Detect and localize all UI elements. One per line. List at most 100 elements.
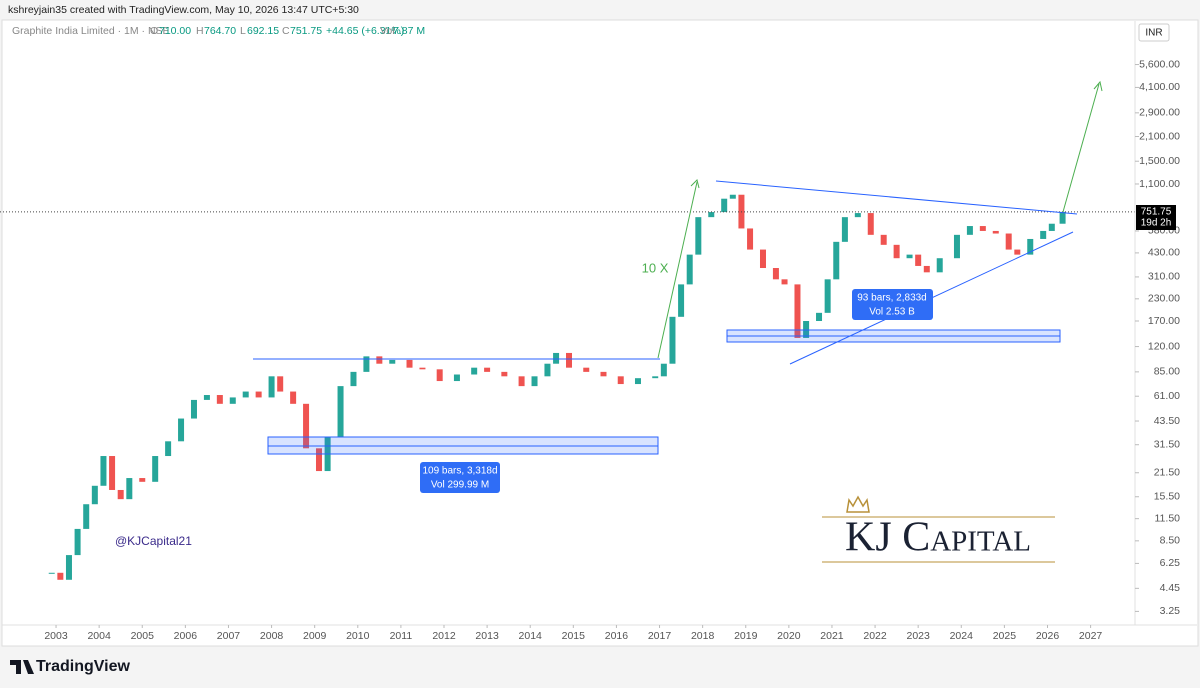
y-tick-label: 61.00	[1154, 390, 1180, 402]
range-label: Vol 299.99 M	[431, 480, 489, 491]
candle	[747, 228, 754, 250]
legend-value: 751.75	[290, 25, 322, 37]
x-tick-label: 2009	[303, 630, 327, 642]
y-tick-label: 5,600.00	[1139, 58, 1180, 70]
legend-value: 7.87 M	[393, 25, 425, 37]
x-tick-label: 2005	[131, 630, 155, 642]
y-tick-label: 31.50	[1154, 438, 1180, 450]
header-credit: kshreyjain35 created with TradingView.co…	[8, 4, 359, 16]
candle	[893, 244, 900, 259]
candle	[816, 312, 823, 322]
candle	[190, 399, 197, 419]
x-tick-label: 2008	[260, 630, 284, 642]
candle	[617, 376, 624, 385]
range-label: 93 bars, 2,833d	[857, 293, 927, 304]
trend-line	[715, 180, 1078, 215]
y-tick-label: 4,100.00	[1139, 81, 1180, 93]
candle	[126, 478, 133, 500]
candle	[634, 378, 641, 385]
candle	[1040, 230, 1047, 239]
y-tick-label: 430.00	[1148, 247, 1180, 259]
axes: 3.25 4.45 6.25 8.50 11.50 15.50 21.50 31.50 43.5…	[44, 58, 1180, 641]
handle: @KJCapital21	[115, 534, 192, 548]
candle	[109, 456, 116, 490]
candle	[915, 254, 922, 266]
candle	[203, 395, 210, 400]
x-tick-label: 2012	[432, 630, 456, 642]
currency-box	[1138, 23, 1170, 42]
candle	[803, 321, 810, 338]
candle	[376, 356, 383, 364]
x-tick-label: 2010	[346, 630, 370, 642]
candle	[83, 504, 90, 529]
x-tick-label: 2017	[648, 630, 672, 642]
x-tick-label: 2018	[691, 630, 715, 642]
candle	[268, 376, 275, 398]
x-tick-label: 2022	[863, 630, 887, 642]
y-tick-label: 230.00	[1148, 293, 1180, 305]
candle	[363, 356, 370, 372]
x-tick-label: 2013	[475, 630, 499, 642]
candle	[953, 234, 960, 259]
y-tick-label: 2,100.00	[1139, 130, 1180, 142]
candle	[165, 441, 172, 457]
candle	[531, 376, 538, 387]
candle	[583, 367, 590, 372]
range-label: Vol 2.53 B	[869, 307, 915, 318]
brand-logo	[10, 660, 34, 674]
x-tick-label: 2006	[174, 630, 198, 642]
candle	[708, 212, 715, 218]
arrow-head	[690, 179, 700, 189]
footer: TradingView	[10, 658, 131, 675]
y-tick-label: 3.25	[1160, 605, 1181, 617]
legend-label: Vol	[380, 25, 395, 37]
x-tick-label: 2026	[1036, 630, 1060, 642]
price-axis	[1135, 21, 1197, 645]
x-tick-label: 2015	[562, 630, 586, 642]
candle	[686, 254, 693, 285]
candle	[1059, 211, 1066, 224]
arrow	[657, 181, 698, 359]
plot-area	[0, 194, 1135, 580]
legend-symbol: Graphite India Limited · 1M · NSE	[12, 25, 170, 37]
candle	[936, 258, 943, 273]
candle	[824, 279, 831, 313]
candle	[350, 371, 357, 387]
arrow	[1062, 83, 1100, 213]
candle	[1027, 238, 1034, 255]
candle	[566, 352, 573, 368]
y-tick-label: 21.50	[1154, 467, 1180, 479]
candle	[1005, 233, 1012, 250]
range-label: 109 bars, 3,318d	[422, 466, 497, 477]
x-tick-label: 2007	[217, 630, 241, 642]
x-tick-label: 2024	[950, 630, 974, 642]
x-tick-label: 2019	[734, 630, 758, 642]
candle	[867, 213, 874, 235]
legend-label: H	[196, 25, 204, 37]
y-tick-label: 6.25	[1160, 557, 1181, 569]
candle	[841, 217, 848, 242]
candle	[436, 369, 443, 382]
candle	[781, 279, 788, 285]
y-tick-label: 11.50	[1155, 512, 1181, 524]
candle	[518, 376, 525, 387]
candle	[229, 397, 236, 404]
y-tick-label: 120.00	[1148, 340, 1180, 352]
candle	[1014, 249, 1021, 255]
candle	[152, 456, 159, 482]
candle	[652, 376, 659, 379]
candle	[57, 572, 64, 580]
x-tick-label: 2020	[777, 630, 801, 642]
candle	[854, 213, 861, 218]
candle	[721, 198, 728, 213]
y-tick-label: 8.50	[1160, 535, 1181, 547]
y-tick-label: 4.45	[1160, 582, 1181, 594]
candle	[290, 391, 297, 404]
range-label-box	[852, 289, 933, 320]
logo-crown	[846, 495, 870, 513]
chart-frame	[1, 19, 1199, 647]
candle	[880, 234, 887, 245]
legend-value: 692.15	[247, 25, 279, 37]
candle	[966, 226, 973, 235]
candle	[759, 249, 766, 269]
